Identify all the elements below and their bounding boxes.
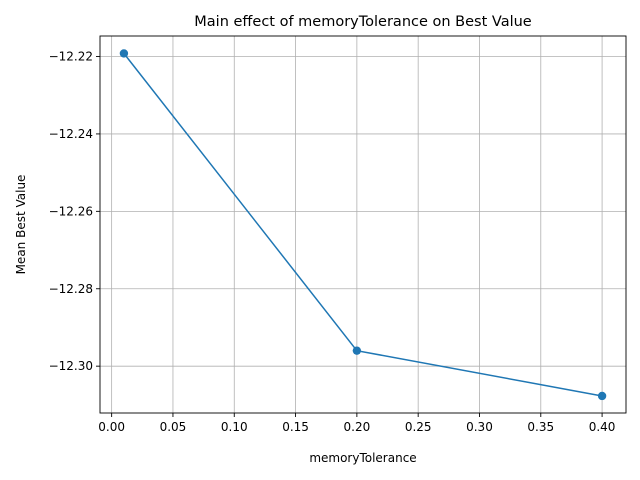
data-point — [597, 391, 607, 401]
axis-ticks: 0.00 0.05 0.10 0.15 0.20 0.25 0.30 0.35 0.40 −12.… — [49, 50, 616, 434]
x-tick-label: 0.10 — [221, 420, 248, 434]
x-tick-label: 0.30 — [466, 420, 493, 434]
data-point — [119, 49, 129, 58]
x-tick-label: 0.20 — [344, 420, 371, 434]
data-point — [352, 346, 362, 355]
chart-title: Main effect of memoryTolerance on Best V… — [194, 14, 532, 30]
x-tick-label: 0.00 — [98, 420, 125, 434]
plot-area-frame — [99, 35, 627, 414]
y-tick-label: −12.26 — [49, 204, 93, 218]
y-tick-label: −12.22 — [49, 50, 93, 64]
y-tick-label: −12.24 — [49, 127, 93, 141]
y-axis-label: Mean Best Value — [14, 175, 28, 275]
y-tick-label: −12.28 — [49, 282, 93, 296]
x-tick-label: 0.05 — [160, 420, 187, 434]
y-tick-label: −12.30 — [49, 359, 93, 373]
x-tick-label: 0.25 — [405, 420, 432, 434]
x-axis-label: memoryTolerance — [309, 451, 416, 465]
x-tick-label: 0.15 — [282, 420, 309, 434]
series-layer — [119, 49, 607, 401]
x-tick-label: 0.35 — [527, 420, 554, 434]
x-tick-label: 0.40 — [589, 420, 616, 434]
